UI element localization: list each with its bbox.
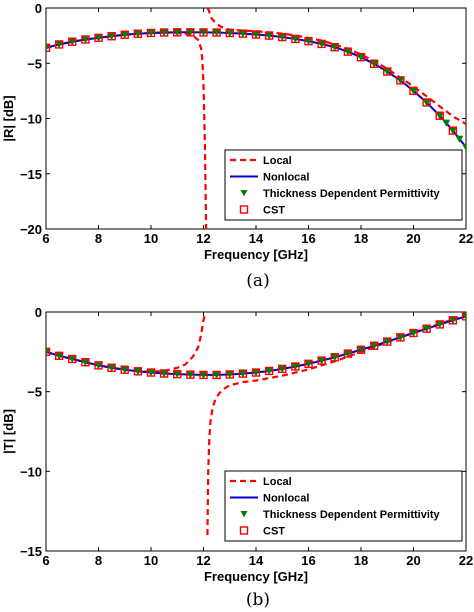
legend-box [225,150,462,220]
x-tick-label: 22 [459,553,473,568]
x-tick-label: 12 [196,553,210,568]
x-tick-label: 16 [301,231,315,246]
legend-label: Local [263,476,292,488]
y-tick-label: −15 [20,167,42,182]
x-tick-label: 8 [95,231,102,246]
y-tick-label: −10 [20,112,42,127]
series-line-local [46,33,206,229]
panel-caption: (b) [246,590,270,610]
panel-a-reflection: 6 8 10 12 14 16 18 20 22 −20 −15 −10 −5 0 Frequency [G… [1,1,473,291]
series-point-thickness-dependent [463,144,470,151]
legend: Local Nonlocal Thickness Dependent Permitt… [225,150,462,220]
x-axis-label: Frequency [GHz] [204,247,308,262]
x-tick-label: 8 [95,553,102,568]
legend-label: Local [263,155,292,167]
legend-label: Thickness Dependent Permittivity [263,188,441,200]
y-tick-label: −20 [20,222,42,237]
legend-label: CST [263,205,285,217]
y-tick-label: −10 [20,464,42,479]
legend-label: CST [263,526,285,538]
legend: Local Nonlocal Thickness Dependent Permitt… [225,471,462,541]
panel-b-transmission: 6 8 10 12 14 16 18 20 22 −15 −10 −5 0 Frequency [GHz]… [1,305,473,610]
x-tick-label: 14 [249,231,264,246]
y-axis-label: |R| [dB] [1,95,16,141]
x-tick-label: 6 [42,231,49,246]
x-tick-label: 6 [42,553,49,568]
x-tick-label: 10 [144,231,158,246]
x-tick-label: 20 [406,553,420,568]
y-tick-label: 0 [35,305,42,320]
legend-box [225,471,462,541]
x-tick-label: 18 [354,231,368,246]
series-line-nonlocal [46,32,466,147]
x-tick-label: 16 [301,553,315,568]
panel-caption: (a) [246,271,269,291]
x-tick-label: 18 [354,553,368,568]
y-axis-label: |T| [dB] [1,409,16,454]
x-tick-label: 12 [196,231,210,246]
x-axis-label: Frequency [GHz] [204,569,308,584]
x-tick-label: 20 [406,231,420,246]
x-tick-label: 10 [144,553,158,568]
y-tick-label: 0 [35,1,42,16]
x-tick-label: 14 [249,553,264,568]
x-tick-label: 22 [459,231,473,246]
legend-label: Nonlocal [263,172,309,184]
y-tick-label: −15 [20,544,42,559]
legend-label: Nonlocal [263,493,309,505]
y-tick-label: −5 [27,56,42,71]
legend-label: Thickness Dependent Permittivity [263,509,441,521]
y-tick-label: −5 [27,385,42,400]
